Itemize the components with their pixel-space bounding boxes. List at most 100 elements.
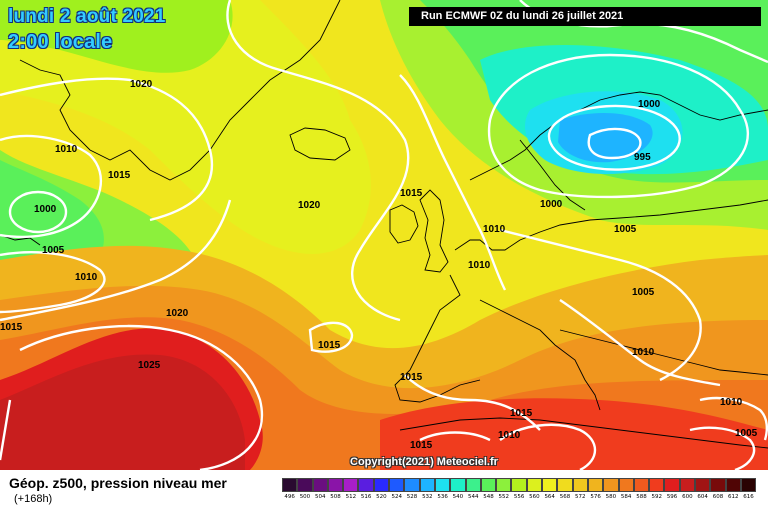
- isobar-label: 1015: [400, 188, 423, 199]
- color-scale-label: 496: [284, 494, 295, 500]
- color-scale-label: 508: [330, 494, 341, 500]
- isobar-label: 1005: [735, 428, 758, 439]
- color-scale-cell: 552: [496, 478, 512, 500]
- isobar-label: 1005: [42, 245, 65, 256]
- color-scale-label: 604: [697, 494, 708, 500]
- color-scale-label: 500: [299, 494, 311, 500]
- color-scale-swatch: [434, 478, 451, 492]
- color-scale-label: 548: [483, 494, 494, 500]
- forecast-time: 2:00 locale: [8, 31, 113, 53]
- isobar-label: 1010: [55, 144, 78, 155]
- color-scale-cell: 560: [526, 478, 543, 500]
- isobar-label: 1010: [498, 430, 521, 441]
- color-scale-cell: 580: [603, 478, 619, 500]
- color-scale-swatch: [373, 478, 390, 492]
- color-scale-swatch: [358, 478, 374, 492]
- isobar-label: 1000: [540, 199, 563, 210]
- color-scale-cell: 516: [358, 478, 374, 500]
- isobar-label: 1015: [510, 408, 533, 419]
- isobar-label: 1010: [468, 260, 491, 271]
- weather-map: 1020 1010 1015 1000 1005 1010 1015 1020 …: [0, 0, 768, 470]
- color-scale-label: 520: [376, 494, 387, 500]
- color-scale-label: 512: [345, 494, 357, 500]
- color-scale-swatch: [526, 478, 543, 492]
- color-scale-label: 572: [575, 494, 586, 500]
- color-scale-cell: 524: [389, 478, 405, 500]
- color-scale-label: 608: [712, 494, 724, 500]
- color-scale-cell: 568: [557, 478, 573, 500]
- color-scale-swatch: [664, 478, 680, 492]
- color-scale-cell: 540: [450, 478, 466, 500]
- isobar-label: 995: [634, 152, 651, 163]
- color-scale-label: 556: [513, 494, 525, 500]
- legend-subtitle: (+168h): [14, 493, 53, 505]
- color-scale-cell: 536: [434, 478, 451, 500]
- color-scale-cell: 588: [633, 478, 650, 500]
- isobar-label: 1020: [130, 79, 153, 90]
- color-scale-cell: 596: [664, 478, 680, 500]
- color-scale-swatch: [725, 478, 741, 492]
- color-scale-cell: 600: [679, 478, 696, 500]
- color-scale-label: 612: [728, 494, 739, 500]
- color-scale-swatch: [511, 478, 527, 492]
- legend-footer: Géop. z500, pression niveau mer (+168h) …: [0, 470, 768, 512]
- color-scale-cell: 556: [511, 478, 527, 500]
- color-scale-swatch: [618, 478, 634, 492]
- color-scale-label: 540: [452, 494, 464, 500]
- isobar-label: 1025: [138, 360, 161, 371]
- isobar-label: 1010: [632, 347, 655, 358]
- color-scale-swatch: [419, 478, 435, 492]
- color-scale-cell: 572: [572, 478, 588, 500]
- color-scale-cell: 616: [740, 478, 757, 500]
- color-scale-swatch: [343, 478, 359, 492]
- color-scale-label: 564: [544, 494, 555, 500]
- color-scale: 496 500 504 508 512 516 520 524 528 532 536 540 544 5…: [282, 478, 757, 500]
- copyright-notice: Copyright(2021) Meteociel.fr: [350, 456, 498, 468]
- color-scale-label: 580: [605, 494, 617, 500]
- color-scale-cell: 604: [695, 478, 711, 500]
- isobar-label: 1015: [410, 440, 433, 451]
- forecast-date: lundi 2 août 2021: [8, 6, 166, 27]
- color-scale-swatch: [572, 478, 588, 492]
- color-scale-swatch: [496, 478, 512, 492]
- color-scale-swatch: [710, 478, 726, 492]
- color-scale-label: 560: [529, 494, 540, 500]
- color-scale-swatch: [312, 478, 328, 492]
- isobar-label: 1005: [632, 287, 655, 298]
- color-scale-cell: 528: [404, 478, 420, 500]
- color-scale-swatch: [740, 478, 757, 492]
- color-scale-label: 616: [743, 494, 754, 500]
- color-scale-swatch: [327, 478, 344, 492]
- color-scale-swatch: [465, 478, 481, 492]
- color-scale-cell: 504: [312, 478, 328, 500]
- color-scale-cell: 548: [480, 478, 497, 500]
- color-scale-cell: 532: [419, 478, 435, 500]
- color-scale-cell: 500: [297, 478, 313, 500]
- color-scale-label: 544: [467, 494, 479, 500]
- color-scale-cell: 496: [282, 478, 298, 500]
- color-scale-cell: 612: [725, 478, 741, 500]
- color-scale-cell: 592: [649, 478, 665, 500]
- color-scale-cell: 520: [373, 478, 390, 500]
- color-scale-label: 504: [314, 494, 326, 500]
- isobar-label: 1020: [298, 200, 321, 211]
- color-scale-swatch: [389, 478, 405, 492]
- color-scale-label: 584: [620, 494, 632, 500]
- isobar-label: 1010: [483, 224, 506, 235]
- color-scale-cell: 508: [327, 478, 344, 500]
- color-scale-label: 596: [666, 494, 678, 500]
- color-scale-swatch: [603, 478, 619, 492]
- color-scale-label: 576: [590, 494, 601, 500]
- color-scale-swatch: [542, 478, 558, 492]
- color-scale-swatch: [282, 478, 298, 492]
- color-scale-cell: 576: [587, 478, 604, 500]
- color-scale-cell: 584: [618, 478, 634, 500]
- model-run-banner: Run ECMWF 0Z du lundi 26 juillet 2021: [409, 7, 761, 26]
- isobar-label: 1015: [400, 372, 423, 383]
- color-scale-label: 600: [682, 494, 693, 500]
- color-scale-cell: 512: [343, 478, 359, 500]
- isobar-label: 1020: [166, 308, 189, 319]
- isobar-label: 1000: [638, 99, 661, 110]
- color-scale-label: 588: [636, 494, 647, 500]
- isobar-label: 1015: [0, 322, 23, 333]
